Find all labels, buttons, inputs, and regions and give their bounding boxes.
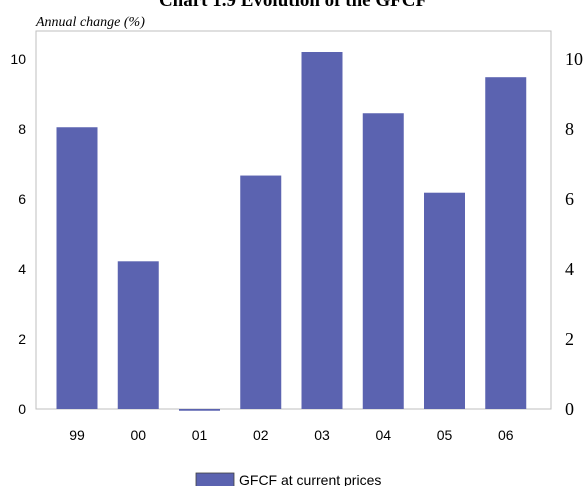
bar-01 [179,409,220,411]
x-tick-label: 06 [498,427,514,443]
y-tick-label-left: 4 [18,261,26,277]
bar-04 [362,113,404,409]
y-tick-label-right: 6 [565,189,574,209]
legend-swatch [195,472,235,488]
right-y-axis: 0 2 4 6 8 10 [565,49,583,419]
x-tick-label: 02 [253,427,269,443]
y-tick-label-right: 8 [565,119,574,139]
x-tick-label: 01 [192,427,208,443]
bar-03 [301,52,343,409]
bar-99 [56,127,98,409]
x-tick-label: 99 [69,427,85,443]
legend-label: GFCF at current prices [239,472,381,486]
y-tick-label-right: 0 [565,399,574,419]
y-tick-label-right: 2 [565,329,574,349]
y-tick-label-left: 6 [18,191,26,207]
y-tick-label-left: 0 [18,401,26,417]
bar-00 [117,261,159,409]
x-axis: 99 00 01 02 03 04 05 06 [69,427,514,443]
x-tick-label: 05 [437,427,453,443]
x-tick-label: 03 [314,427,330,443]
bar-series [56,52,527,411]
y-tick-label-right: 10 [565,49,583,69]
x-tick-label: 00 [130,427,146,443]
legend: GFCF at current prices [195,472,381,488]
y-tick-label-left: 2 [18,331,26,347]
chart-title: Chart 1.9 Evolution of the GFCF [159,0,427,11]
bar-06 [485,77,527,409]
x-tick-label: 04 [375,427,391,443]
y-tick-label-right: 4 [565,259,574,279]
bar-05 [424,192,465,409]
plot-area [35,30,552,410]
y-tick-label-left: 10 [10,51,26,67]
left-y-axis: 0 2 4 6 8 10 [10,51,26,417]
y-tick-label-left: 8 [18,121,26,137]
units-label: Annual change (%) [35,15,145,30]
bar-02 [240,175,282,409]
